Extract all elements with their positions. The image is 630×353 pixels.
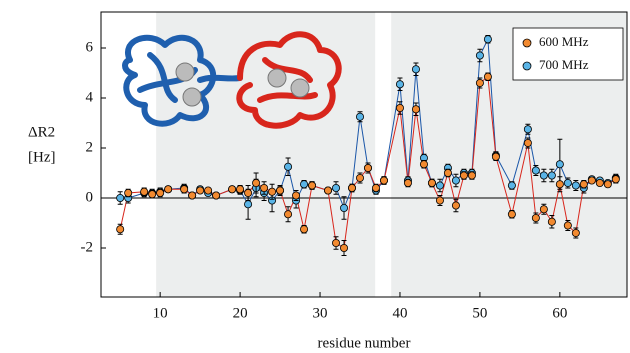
data-point bbox=[460, 172, 467, 179]
x-tick-label: 10 bbox=[153, 305, 168, 321]
data-point bbox=[564, 222, 571, 229]
data-point bbox=[452, 202, 459, 209]
data-point bbox=[260, 184, 267, 191]
data-point bbox=[556, 161, 563, 168]
data-point bbox=[540, 206, 547, 213]
data-point bbox=[444, 169, 451, 176]
data-point bbox=[540, 172, 547, 179]
data-point bbox=[252, 179, 259, 186]
data-point bbox=[412, 106, 419, 113]
x-tick-label: 40 bbox=[392, 305, 407, 321]
data-point bbox=[396, 81, 403, 88]
data-point bbox=[372, 184, 379, 191]
data-point bbox=[332, 184, 339, 191]
data-point bbox=[612, 176, 619, 183]
data-point bbox=[596, 179, 603, 186]
data-point bbox=[492, 153, 499, 160]
data-point bbox=[396, 104, 403, 111]
data-point bbox=[141, 188, 148, 195]
legend-label: 700 MHz bbox=[539, 57, 589, 72]
data-point bbox=[428, 179, 435, 186]
data-point bbox=[268, 188, 275, 195]
data-point bbox=[356, 113, 363, 120]
shaded-region bbox=[156, 12, 375, 297]
data-point bbox=[508, 182, 515, 189]
y-tick-label: 0 bbox=[86, 189, 94, 205]
data-point bbox=[564, 179, 571, 186]
chart: ΔR2 [Hz] residue number 10 20 30 40 50 60 -2 0 2… bbox=[0, 0, 630, 353]
y-tick-label: 2 bbox=[86, 139, 94, 155]
x-tick-label: 30 bbox=[313, 305, 328, 321]
data-point bbox=[292, 192, 299, 199]
data-point bbox=[548, 172, 555, 179]
data-point bbox=[125, 189, 132, 196]
data-point bbox=[284, 211, 291, 218]
data-point bbox=[189, 192, 196, 199]
data-point bbox=[332, 239, 339, 246]
data-point bbox=[213, 192, 220, 199]
data-point bbox=[556, 181, 563, 188]
x-tick-label: 20 bbox=[233, 305, 248, 321]
data-point bbox=[197, 187, 204, 194]
data-point bbox=[229, 186, 236, 193]
data-point bbox=[380, 177, 387, 184]
data-point bbox=[604, 181, 611, 188]
data-point bbox=[117, 226, 124, 233]
data-point bbox=[436, 197, 443, 204]
data-point bbox=[420, 161, 427, 168]
data-point bbox=[548, 218, 555, 225]
data-point bbox=[356, 174, 363, 181]
legend-label: 600 MHz bbox=[539, 34, 589, 49]
data-point bbox=[181, 186, 188, 193]
data-point bbox=[348, 184, 355, 191]
y-tick-label: 4 bbox=[86, 89, 94, 105]
data-point bbox=[580, 181, 587, 188]
data-point bbox=[508, 211, 515, 218]
data-point bbox=[308, 182, 315, 189]
data-point bbox=[436, 182, 443, 189]
data-point bbox=[532, 167, 539, 174]
data-point bbox=[572, 182, 579, 189]
data-point bbox=[205, 187, 212, 194]
data-point bbox=[532, 214, 539, 221]
data-point bbox=[244, 189, 251, 196]
data-point bbox=[588, 177, 595, 184]
x-tick-label: 60 bbox=[552, 305, 567, 321]
data-point bbox=[165, 186, 172, 193]
data-point bbox=[412, 66, 419, 73]
x-tick-label: 50 bbox=[472, 305, 487, 321]
x-axis-label: residue number bbox=[318, 335, 411, 351]
data-point bbox=[244, 201, 251, 208]
data-point bbox=[484, 73, 491, 80]
data-point bbox=[117, 194, 124, 201]
data-point bbox=[149, 191, 156, 198]
data-point bbox=[276, 187, 283, 194]
y-axis-label: [Hz] bbox=[28, 149, 55, 165]
data-point bbox=[484, 36, 491, 43]
y-tick-label: -2 bbox=[81, 239, 94, 255]
data-point bbox=[364, 164, 371, 171]
data-point bbox=[340, 204, 347, 211]
data-point bbox=[572, 229, 579, 236]
data-point bbox=[157, 189, 164, 196]
legend-marker bbox=[523, 39, 531, 47]
data-point bbox=[300, 226, 307, 233]
data-point bbox=[476, 79, 483, 86]
data-point bbox=[468, 172, 475, 179]
data-point bbox=[524, 139, 531, 146]
data-point bbox=[284, 163, 291, 170]
data-point bbox=[404, 179, 411, 186]
data-point bbox=[340, 244, 347, 251]
data-point bbox=[300, 181, 307, 188]
y-tick-label: 6 bbox=[86, 39, 94, 55]
data-point bbox=[476, 52, 483, 59]
data-point bbox=[524, 126, 531, 133]
data-point bbox=[324, 187, 331, 194]
y-axis-label: ΔR2 bbox=[28, 124, 55, 140]
legend-marker bbox=[523, 62, 531, 70]
data-point bbox=[236, 186, 243, 193]
data-point bbox=[452, 177, 459, 184]
